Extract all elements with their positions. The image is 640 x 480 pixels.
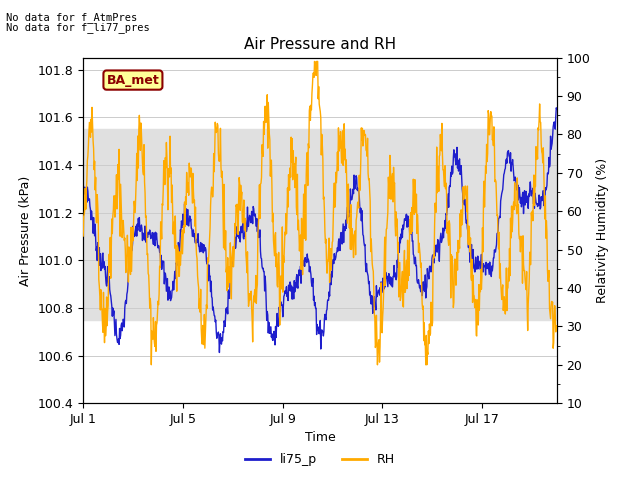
Y-axis label: Air Pressure (kPa): Air Pressure (kPa) xyxy=(19,175,32,286)
Y-axis label: Relativity Humidity (%): Relativity Humidity (%) xyxy=(596,158,609,303)
X-axis label: Time: Time xyxy=(305,432,335,444)
Text: No data for f_li77_pres: No data for f_li77_pres xyxy=(6,22,150,33)
Text: BA_met: BA_met xyxy=(106,73,159,86)
Bar xyxy=(83,129,557,320)
Text: No data for f_AtmPres: No data for f_AtmPres xyxy=(6,12,138,23)
Legend: li75_p, RH: li75_p, RH xyxy=(240,448,400,471)
Title: Air Pressure and RH: Air Pressure and RH xyxy=(244,37,396,52)
